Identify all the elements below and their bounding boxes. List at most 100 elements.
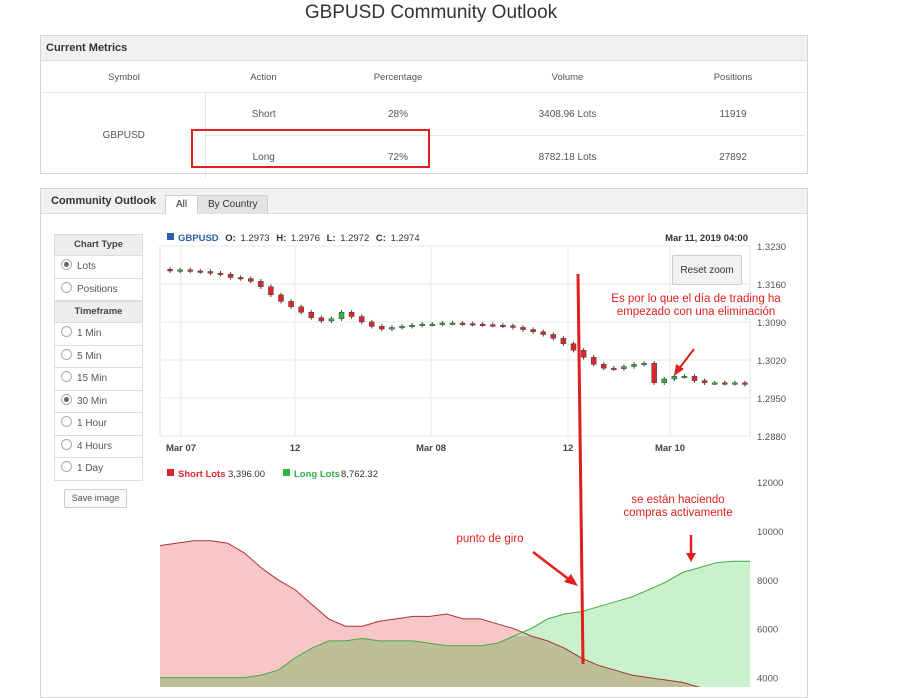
- candle: [217, 272, 224, 275]
- save-image-button[interactable]: Save image: [64, 488, 127, 508]
- action-cell: Short: [205, 92, 322, 136]
- candlestick-series: [167, 267, 748, 387]
- tab-by-country[interactable]: By Country: [197, 195, 269, 214]
- candle: [611, 367, 617, 370]
- chart-options-sidebar: Chart Type Lots Positions Timeframe 1 Mi…: [54, 234, 143, 508]
- x-tick-label: 12: [290, 443, 301, 454]
- reset-zoom-button[interactable]: Reset zoom: [672, 255, 742, 285]
- radio-icon[interactable]: [61, 461, 72, 472]
- candle: [348, 311, 355, 317]
- open-label: O:: [225, 233, 236, 244]
- y-tick-label: 1.3230: [757, 242, 786, 253]
- candle: [510, 325, 516, 328]
- candle: [590, 357, 597, 365]
- candle: [580, 349, 587, 358]
- timeframe-option-1min[interactable]: 1 Min: [54, 323, 143, 346]
- candle: [479, 323, 486, 326]
- x-tick-label: Mar 10: [655, 443, 685, 454]
- table-row: Long 72% 8782.18 Lots 27892: [43, 135, 805, 178]
- candle: [177, 269, 183, 272]
- timeframe-option-15min[interactable]: 15 Min: [54, 368, 143, 391]
- timeframe-option-5min[interactable]: 5 Min: [54, 345, 143, 368]
- chart-type-option-lots[interactable]: Lots: [54, 256, 143, 279]
- candle: [641, 363, 647, 366]
- candle: [742, 382, 748, 385]
- candle: [187, 269, 193, 272]
- radio-icon[interactable]: [61, 348, 72, 360]
- candle: [379, 326, 385, 330]
- candle: [671, 376, 678, 380]
- radio-icon[interactable]: [61, 281, 72, 293]
- long-legend-icon: [283, 469, 290, 476]
- candle: [439, 322, 446, 325]
- long-line: [160, 560, 750, 679]
- candle: [449, 322, 456, 325]
- candle: [540, 331, 546, 335]
- candle: [661, 378, 668, 384]
- timeframe-option-1hour[interactable]: 1 Hour: [54, 413, 143, 436]
- radio-selected-icon[interactable]: [61, 259, 72, 270]
- candle: [399, 326, 405, 329]
- candle: [278, 294, 284, 302]
- candle: [237, 277, 244, 280]
- candle: [500, 325, 506, 328]
- option-label: Lots: [77, 261, 96, 272]
- y-tick-label: 10000: [757, 527, 783, 538]
- timeframe-option-30min[interactable]: 30 Min: [54, 390, 143, 413]
- timeframe-option-1day[interactable]: 1 Day: [54, 458, 143, 481]
- close-value: 1.2974: [391, 233, 420, 244]
- candle: [409, 325, 415, 328]
- candle: [328, 318, 335, 322]
- chart-type-option-positions[interactable]: Positions: [54, 278, 143, 301]
- candle: [247, 278, 254, 282]
- buying-annotation: se están haciendo compras activamente: [623, 494, 733, 519]
- candle: [520, 327, 526, 330]
- header-action: Action: [250, 71, 277, 83]
- low-label: L:: [327, 233, 336, 244]
- y-tick-label: 12000: [757, 478, 783, 489]
- candle: [631, 364, 637, 367]
- elimination-annotation: Es por lo que el día de trading ha empez…: [598, 293, 794, 319]
- candle: [358, 316, 365, 323]
- low-value: 1.2972: [340, 233, 369, 244]
- option-label: 4 Hours: [77, 440, 113, 452]
- option-label: 1 Hour: [77, 418, 108, 429]
- radio-icon[interactable]: [61, 326, 72, 337]
- candle: [490, 324, 496, 327]
- price-plot-area: [159, 245, 751, 437]
- candle: [601, 364, 607, 369]
- series-marker-icon: [167, 233, 174, 240]
- open-value: 1.2973: [241, 233, 270, 244]
- candle: [530, 329, 536, 333]
- radio-icon[interactable]: [61, 438, 72, 450]
- y-tick-label: 1.2880: [757, 432, 786, 443]
- candle: [701, 380, 708, 384]
- price-y-axis: 1.3230 1.3160 1.3090 1.3020 1.2950 1.2880: [757, 242, 786, 443]
- candle: [681, 376, 688, 379]
- high-value: 1.2976: [291, 233, 320, 244]
- candle: [651, 363, 657, 384]
- overlap-area: [160, 636, 699, 687]
- y-tick-label: 8000: [757, 576, 778, 587]
- timeframe-option-4hours[interactable]: 4 Hours: [54, 435, 143, 458]
- candle: [459, 322, 466, 325]
- radio-icon[interactable]: [61, 416, 72, 427]
- positions-cell: 27892: [661, 135, 805, 178]
- candle: [197, 270, 204, 273]
- candle: [732, 382, 738, 385]
- radio-selected-icon[interactable]: [61, 393, 72, 405]
- candle: [288, 301, 294, 308]
- candle: [308, 311, 314, 318]
- high-label: H:: [276, 233, 286, 244]
- volume-cell: 8782.18 Lots: [474, 135, 661, 178]
- close-label: C:: [376, 233, 386, 244]
- candle: [621, 366, 627, 369]
- metrics-table: Symbol Action Percentage Volume Position…: [43, 62, 805, 178]
- candle: [227, 273, 234, 278]
- candle: [722, 382, 728, 385]
- y-tick-label: 6000: [757, 625, 778, 636]
- candle: [469, 323, 476, 326]
- radio-icon[interactable]: [61, 371, 72, 382]
- volume-area-series: [159, 540, 750, 687]
